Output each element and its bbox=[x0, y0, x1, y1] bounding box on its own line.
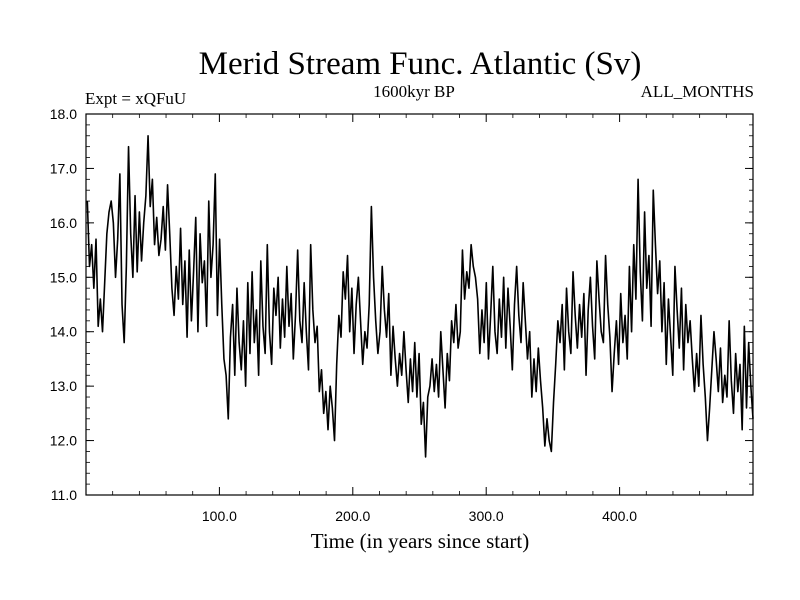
x-tick-label: 300.0 bbox=[469, 508, 504, 524]
x-axis-label: Time (in years since start) bbox=[311, 529, 530, 553]
y-tick-label: 18.0 bbox=[50, 106, 77, 122]
y-tick-label: 12.0 bbox=[50, 433, 77, 449]
series-line bbox=[86, 134, 754, 458]
chart-title: Merid Stream Func. Atlantic (Sv) bbox=[199, 46, 642, 82]
experiment-label: Expt = xQFuU bbox=[85, 89, 186, 108]
y-tick-label: 13.0 bbox=[50, 378, 77, 394]
x-axis: 100.0 200.0 300.0 400.0 bbox=[112, 114, 727, 524]
months-label: ALL_MONTHS bbox=[641, 82, 754, 101]
y-axis: 11.0 12.0 13.0 14.0 15.0 16.0 17.0 18.0 bbox=[50, 106, 753, 503]
x-tick-label: 100.0 bbox=[202, 508, 237, 524]
period-label: 1600kyr BP bbox=[373, 82, 455, 101]
y-tick-label: 15.0 bbox=[50, 269, 77, 285]
y-tick-label: 14.0 bbox=[50, 324, 77, 340]
x-tick-label: 400.0 bbox=[602, 508, 637, 524]
plot-area bbox=[85, 113, 754, 496]
y-tick-label: 17.0 bbox=[50, 160, 77, 176]
y-tick-label: 16.0 bbox=[50, 215, 77, 231]
x-tick-label: 200.0 bbox=[335, 508, 370, 524]
y-tick-label: 11.0 bbox=[51, 487, 77, 503]
